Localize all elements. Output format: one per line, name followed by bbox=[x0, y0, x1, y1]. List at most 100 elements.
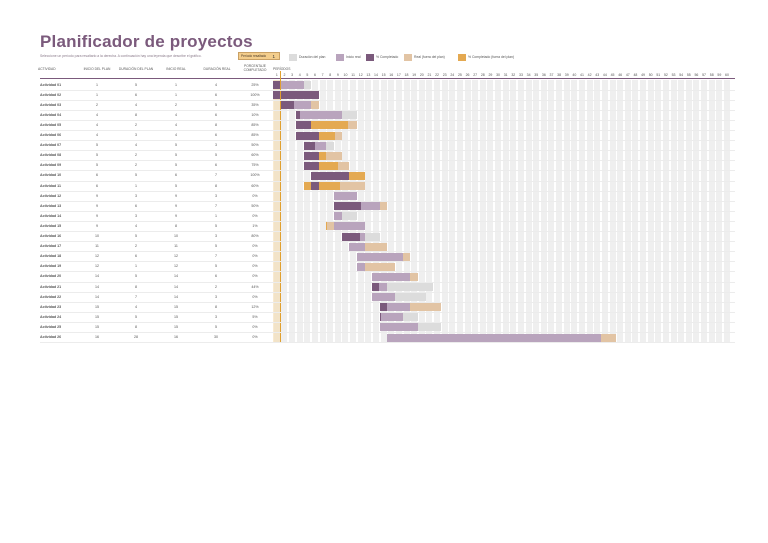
percent-complete-cell: 12% bbox=[251, 304, 259, 309]
actual-start-cell: 15 bbox=[174, 314, 178, 319]
actual-duration-cell: 8 bbox=[215, 122, 217, 127]
actual-start-cell: 4 bbox=[175, 112, 177, 117]
plan-duration-cell: 2 bbox=[135, 153, 137, 158]
percent-complete-cell: 25% bbox=[251, 82, 259, 87]
col-header-percent-complete: PORCENTAJE COMPLETADO bbox=[243, 64, 267, 72]
plan-duration-cell: 4 bbox=[135, 102, 137, 107]
legend-swatch bbox=[458, 53, 466, 61]
activity-name: Actividad 02 bbox=[40, 92, 62, 97]
actual-start-cell: 9 bbox=[175, 203, 177, 208]
gantt-bar bbox=[273, 81, 304, 89]
row-divider bbox=[40, 231, 735, 232]
gantt-bar bbox=[387, 333, 602, 342]
row-divider bbox=[40, 210, 735, 212]
legend-swatch bbox=[366, 53, 374, 61]
percent-complete-cell: 44% bbox=[251, 284, 259, 289]
period-number: 44 bbox=[602, 73, 607, 77]
plan-duration-cell: 5 bbox=[135, 274, 137, 279]
plan-start-cell: 9 bbox=[96, 193, 98, 198]
period-highlight-selector[interactable]: Período resaltado 1 bbox=[238, 52, 280, 60]
actual-duration-cell: 3 bbox=[215, 294, 217, 299]
actual-duration-cell: 7 bbox=[215, 254, 217, 259]
plan-duration-cell: 5 bbox=[135, 314, 137, 319]
plan-start-cell: 12 bbox=[95, 264, 99, 269]
period-number: 7 bbox=[321, 73, 324, 77]
period-number: 60 bbox=[725, 73, 729, 77]
activity-name: Actividad 26 bbox=[40, 335, 62, 339]
actual-start-cell: 1 bbox=[175, 92, 177, 97]
actual-duration-cell: 8 bbox=[215, 304, 217, 309]
period-number: 53 bbox=[671, 73, 676, 77]
percent-complete-cell: 50% bbox=[251, 203, 259, 208]
plan-start-cell: 15 bbox=[95, 304, 99, 309]
activity-name: Actividad 10 bbox=[40, 173, 62, 178]
page-subtitle: Seleccione un período para resaltarlo a … bbox=[40, 54, 202, 58]
period-number: 9 bbox=[336, 73, 339, 77]
activity-name: Actividad 21 bbox=[40, 284, 62, 289]
period-number: 3 bbox=[291, 73, 294, 77]
gantt-bar bbox=[295, 111, 342, 120]
period-number: 42 bbox=[587, 73, 592, 77]
plan-start-cell: 5 bbox=[96, 153, 98, 158]
actual-duration-cell: 7 bbox=[215, 173, 217, 178]
plan-start-cell: 4 bbox=[96, 133, 98, 137]
period-number: 17 bbox=[396, 73, 401, 77]
col-header-actual-duration: DURACIÓN REAL bbox=[203, 67, 231, 71]
plan-start-cell: 14 bbox=[95, 284, 99, 289]
activity-name: Actividad 03 bbox=[40, 102, 62, 107]
period-number: 19 bbox=[412, 73, 417, 77]
actual-duration-cell: 6 bbox=[215, 112, 217, 117]
actual-duration-cell: 8 bbox=[215, 183, 217, 188]
period-number: 43 bbox=[595, 73, 600, 77]
period-number: 16 bbox=[389, 73, 394, 77]
period-number: 51 bbox=[656, 73, 661, 77]
legend-item: % Completado (fuera del plan) bbox=[458, 53, 514, 61]
legend-label: Real (fuera del plan) bbox=[414, 55, 445, 59]
period-number: 33 bbox=[519, 73, 523, 77]
period-number: 39 bbox=[564, 73, 569, 77]
row-divider bbox=[40, 332, 735, 333]
gantt-bar bbox=[311, 121, 348, 130]
plan-duration-cell: 4 bbox=[135, 304, 137, 309]
actual-start-cell: 14 bbox=[174, 284, 178, 289]
actual-start-cell: 1 bbox=[175, 82, 177, 87]
actual-start-cell: 15 bbox=[174, 304, 178, 309]
gantt-bar bbox=[356, 262, 365, 271]
period-number: 46 bbox=[618, 73, 623, 77]
percent-complete-cell: 80% bbox=[251, 234, 259, 238]
plan-start-cell: 4 bbox=[96, 122, 98, 127]
plan-duration-cell: 8 bbox=[135, 112, 137, 117]
gantt-bar bbox=[303, 182, 312, 190]
actual-duration-cell: 3 bbox=[215, 234, 217, 238]
percent-complete-cell: 0% bbox=[252, 244, 258, 249]
gantt-bar bbox=[303, 141, 315, 150]
gantt-bar bbox=[334, 212, 357, 221]
period-number: 58 bbox=[709, 73, 714, 77]
gantt-bar bbox=[334, 212, 342, 221]
period-number: 34 bbox=[526, 73, 531, 77]
plan-start-cell: 1 bbox=[96, 82, 98, 87]
legend-item: Duración del plan bbox=[289, 53, 325, 61]
percent-complete-cell: 100% bbox=[250, 173, 260, 178]
gantt-bar bbox=[318, 151, 327, 160]
plan-start-cell: 9 bbox=[96, 223, 98, 228]
period-number: 57 bbox=[702, 73, 707, 77]
activity-name: Actividad 24 bbox=[40, 314, 62, 319]
activity-name: Actividad 14 bbox=[40, 213, 62, 218]
percent-complete-cell: 0% bbox=[252, 335, 258, 339]
row-divider bbox=[40, 301, 735, 303]
actual-duration-cell: 3 bbox=[215, 193, 217, 198]
period-highlight-value[interactable]: 1 bbox=[272, 53, 275, 59]
legend-item: % Completado bbox=[366, 53, 398, 61]
legend-item: Inicio real bbox=[336, 53, 361, 61]
percent-complete-cell: 100% bbox=[250, 92, 260, 97]
gantt-bar bbox=[318, 182, 341, 190]
percent-complete-cell: 85% bbox=[251, 133, 259, 137]
period-number: 1 bbox=[275, 73, 278, 77]
legend-swatch bbox=[404, 53, 412, 61]
percent-complete-cell: 10% bbox=[251, 112, 259, 117]
plan-start-cell: 6 bbox=[96, 173, 98, 178]
activity-name: Actividad 12 bbox=[40, 193, 62, 198]
gantt-bar bbox=[364, 262, 396, 271]
actual-start-cell: 5 bbox=[175, 163, 177, 168]
